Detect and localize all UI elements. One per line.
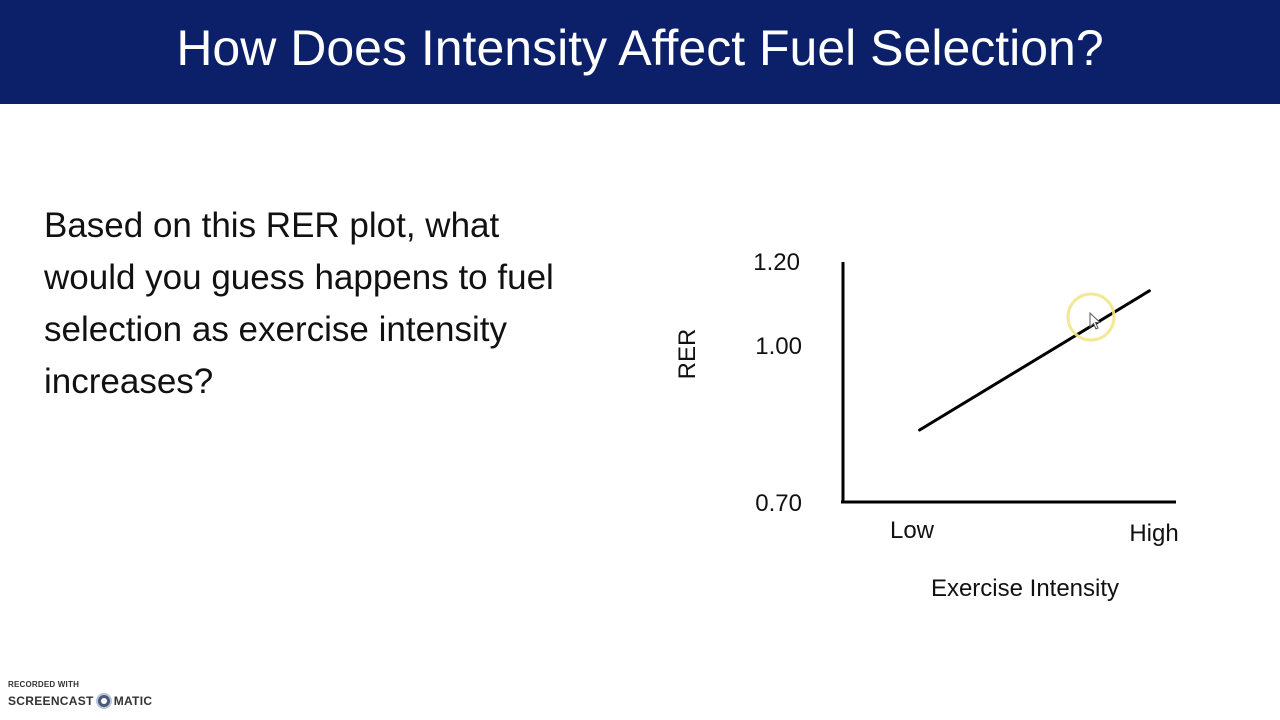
slide-title: How Does Intensity Affect Fuel Selection… [176, 20, 1104, 76]
y-axis-label: RER [674, 329, 701, 380]
screencast-watermark: RECORDED WITH SCREENCAST MATIC [6, 680, 166, 716]
x-axis-label: Exercise Intensity [931, 575, 1119, 602]
y-tick-label-1-20: 1.20 [753, 249, 800, 276]
cursor-arrow-icon [1089, 311, 1102, 330]
watermark-recorded-with: RECORDED WITH [8, 680, 80, 689]
cursor-highlight [1066, 292, 1116, 342]
watermark-brand-left: SCREENCAST [8, 694, 94, 708]
x-tick-label-low: Low [890, 517, 935, 544]
rer-series-line [918, 289, 1151, 432]
y-tick-label-1-00: 1.00 [755, 333, 802, 360]
title-bar: How Does Intensity Affect Fuel Selection… [0, 0, 1280, 104]
watermark-brand-right: MATIC [113, 694, 153, 708]
watermark-brand: SCREENCAST MATIC [8, 692, 152, 710]
rer-chart: 1.20 1.00 0.70 Low High RER Exercise Int… [674, 249, 1179, 602]
y-tick-label-0-70: 0.70 [755, 490, 802, 517]
slide-question: Based on this RER plot, what would you g… [44, 206, 554, 401]
x-tick-label-high: High [1129, 520, 1178, 547]
screencast-logo-icon [95, 692, 112, 709]
